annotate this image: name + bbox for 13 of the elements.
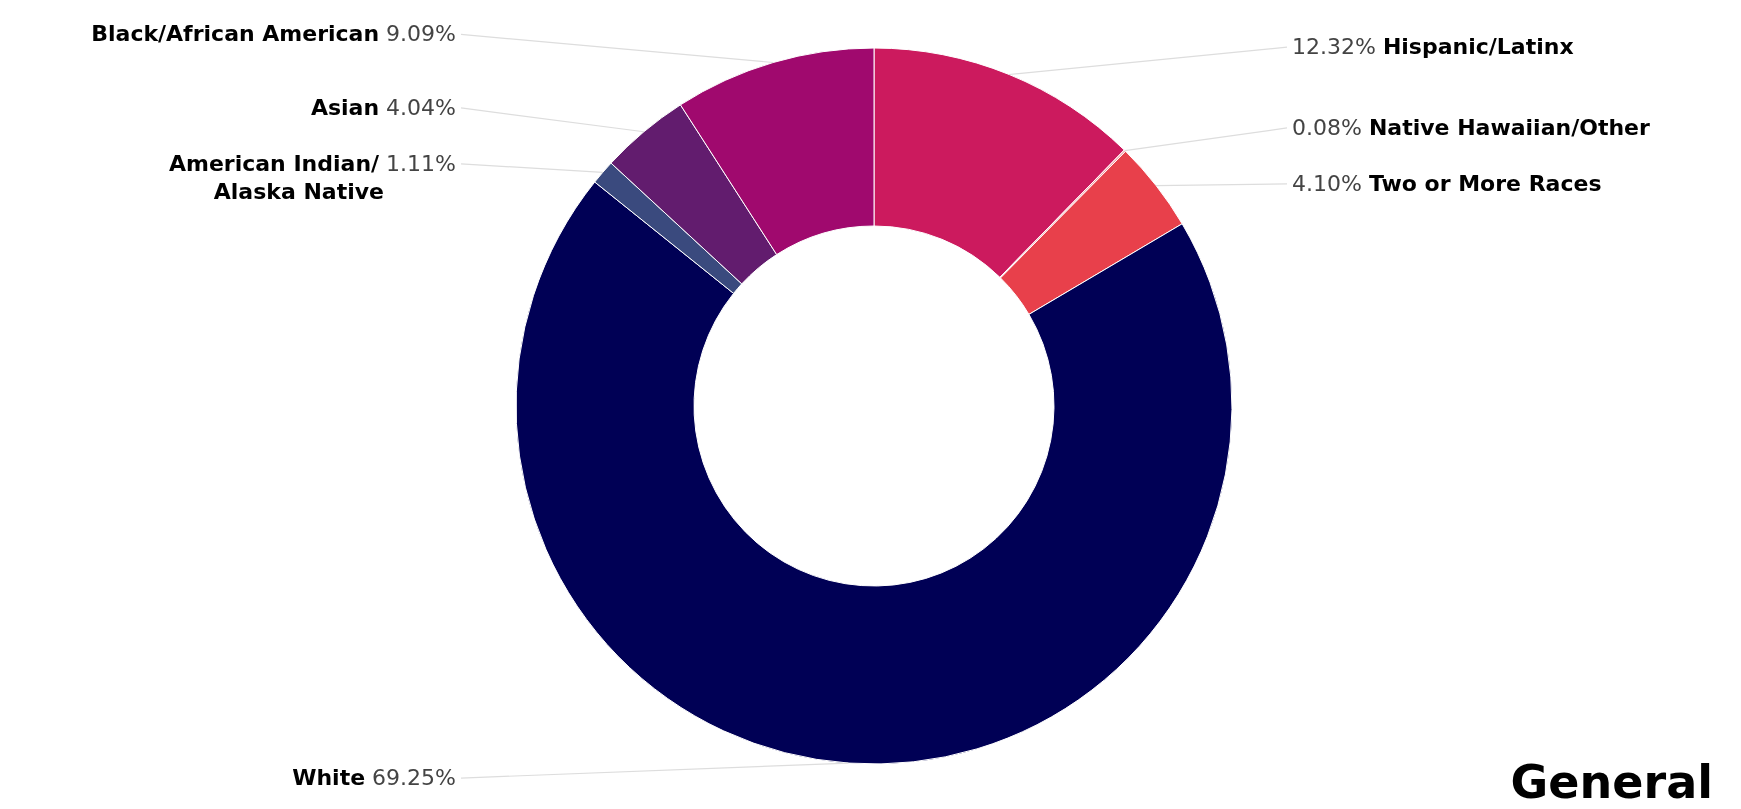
data-label: 4.10% [1292, 170, 1369, 196]
data-label: 4.04% [379, 94, 456, 120]
data-label: 0.08% [1292, 114, 1369, 140]
data-label: 9.09% [379, 21, 456, 47]
slice-label: Hispanic/Latinx [1382, 34, 1574, 60]
data-label: 12.32% [1292, 34, 1383, 60]
slice-label: White [292, 765, 366, 791]
slice-label: Asian [310, 94, 380, 120]
data-label: 69.25% [365, 765, 456, 791]
slice-label: Black/African American [91, 21, 380, 47]
text: General [1510, 755, 1713, 809]
slice-label: Two or More Races [1368, 170, 1602, 196]
slice-label: Native Hawaiian/Other [1368, 114, 1650, 140]
